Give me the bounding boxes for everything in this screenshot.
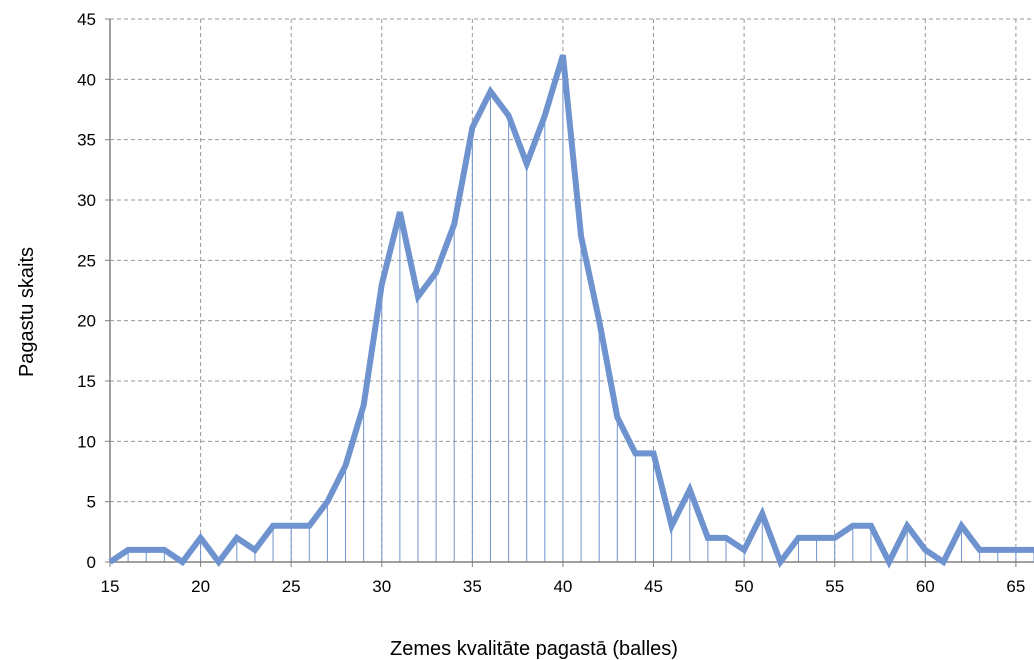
x-tick-label: 15 (101, 577, 120, 596)
y-tick-label: 5 (87, 493, 96, 512)
y-tick-label: 0 (87, 553, 96, 572)
y-tick-label: 30 (77, 191, 96, 210)
y-tick-label: 45 (77, 10, 96, 29)
y-tick-label: 10 (77, 432, 96, 451)
x-tick-labels: 15 20 25 30 35 40 45 50 55 60 65 (101, 577, 1026, 596)
grid-lines (110, 18, 1034, 562)
series-layer (108, 54, 1034, 569)
x-axis (109, 561, 1034, 567)
x-tick-label: 50 (735, 577, 754, 596)
y-tick-label: 25 (77, 251, 96, 270)
y-tick-label: 35 (77, 131, 96, 150)
x-tick-label: 60 (916, 577, 935, 596)
x-tick-label: 25 (282, 577, 301, 596)
x-tick-label: 65 (1006, 577, 1025, 596)
y-axis-title: Pagastu skaits (16, 247, 38, 377)
y-tick-label: 40 (77, 70, 96, 89)
y-tick-label: 15 (77, 372, 96, 391)
x-tick-label: 45 (644, 577, 663, 596)
x-tick-label: 30 (372, 577, 391, 596)
y-axis (105, 18, 111, 563)
x-tick-label: 40 (553, 577, 572, 596)
x-tick-label: 20 (191, 577, 210, 596)
x-tick-label: 35 (463, 577, 482, 596)
drop-lines (127, 55, 1034, 562)
series-line (108, 54, 1034, 569)
x-axis-title: Zemes kvalitāte pagastā (balles) (390, 638, 678, 660)
x-tick-label: 55 (825, 577, 844, 596)
y-tick-labels: 0 5 10 15 20 25 30 35 40 45 (77, 10, 96, 572)
plot-background (110, 19, 1034, 562)
y-tick-label: 20 (77, 312, 96, 331)
